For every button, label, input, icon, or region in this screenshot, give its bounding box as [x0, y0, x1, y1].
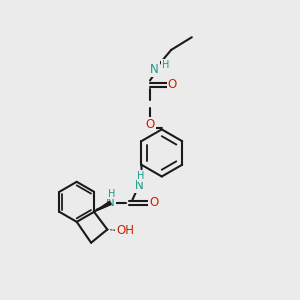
Text: O: O [168, 78, 177, 91]
Text: O: O [146, 118, 154, 130]
Polygon shape [94, 201, 111, 212]
Text: H: H [162, 60, 169, 70]
Text: OH: OH [116, 224, 134, 238]
Text: N: N [150, 63, 159, 76]
Text: H: H [137, 171, 145, 181]
Text: N: N [106, 196, 115, 209]
Text: O: O [149, 196, 158, 209]
Text: H: H [108, 189, 116, 199]
Text: N: N [135, 179, 144, 192]
